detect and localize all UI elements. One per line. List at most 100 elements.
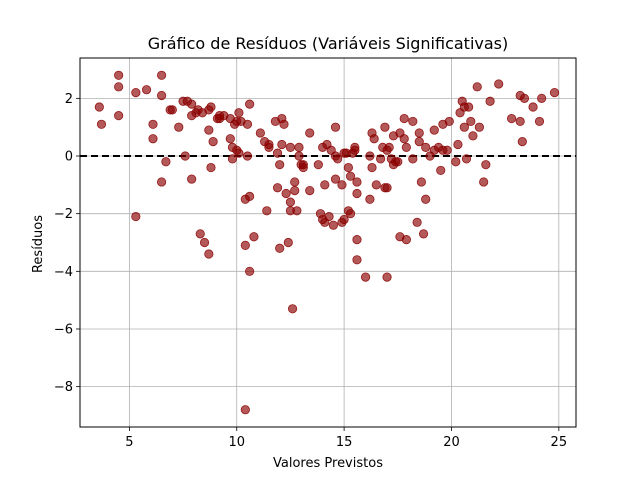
data-point: [148, 119, 158, 129]
data-point: [279, 119, 289, 129]
data-point: [408, 116, 418, 127]
data-point: [245, 99, 255, 109]
data-point: [272, 183, 283, 193]
data-point: [287, 304, 298, 314]
chart-title: Gráfico de Resíduos (Variáveis Significa…: [148, 34, 509, 53]
data-point: [418, 229, 429, 239]
data-point: [285, 197, 296, 207]
y-axis-ticks: −8 −6 −4 −2 0 2: [54, 92, 80, 395]
data-point: [515, 116, 525, 127]
data-point: [343, 162, 353, 173]
data-point: [206, 162, 216, 173]
data-point: [114, 111, 124, 121]
data-point: [384, 142, 394, 152]
data-point: [320, 180, 330, 190]
data-point: [382, 183, 392, 193]
x-tick-label: 20: [443, 435, 460, 450]
data-point: [459, 122, 469, 132]
data-point: [208, 137, 218, 147]
data-point: [225, 134, 235, 144]
data-points: [94, 70, 560, 415]
data-point: [242, 119, 253, 129]
data-point: [285, 142, 296, 152]
data-point: [294, 151, 304, 161]
data-point: [324, 211, 334, 222]
data-point: [148, 134, 158, 144]
data-point: [442, 145, 452, 155]
data-point: [352, 255, 362, 265]
data-point: [277, 139, 287, 150]
data-point: [245, 266, 255, 276]
data-point: [281, 188, 291, 199]
data-point: [227, 154, 238, 164]
data-point: [472, 82, 482, 92]
data-point: [96, 119, 107, 129]
data-point: [352, 188, 362, 199]
data-point: [161, 157, 171, 167]
data-point: [156, 90, 167, 101]
data-point: [249, 232, 259, 242]
data-point: [369, 134, 379, 144]
data-point: [313, 160, 323, 170]
data-point: [180, 151, 190, 161]
data-point: [444, 116, 454, 127]
x-axis-label: Valores Previstos: [273, 456, 383, 471]
data-point: [240, 405, 250, 415]
data-point: [156, 70, 167, 80]
data-point: [549, 87, 560, 98]
y-tick-label: −2: [54, 207, 73, 222]
data-point: [275, 160, 285, 170]
y-tick-label: 0: [65, 150, 73, 165]
data-point: [195, 229, 205, 239]
data-point: [131, 87, 141, 98]
data-point: [283, 237, 293, 248]
data-point: [240, 240, 250, 250]
data-point: [350, 145, 360, 155]
data-point: [466, 116, 476, 127]
data-point: [167, 105, 177, 115]
data-point: [290, 186, 300, 196]
data-point: [345, 171, 356, 181]
data-point: [264, 142, 274, 152]
data-point: [141, 85, 152, 95]
data-point: [534, 116, 545, 127]
data-point: [537, 93, 547, 103]
data-point: [414, 137, 424, 147]
y-tick-label: −4: [54, 265, 73, 280]
x-tick-label: 15: [336, 435, 353, 450]
data-point: [352, 235, 362, 245]
data-point: [330, 174, 341, 184]
data-point: [412, 217, 422, 227]
data-point: [333, 154, 343, 164]
data-point: [416, 177, 427, 187]
data-point: [114, 82, 124, 92]
data-point: [242, 151, 253, 161]
data-point: [485, 96, 495, 106]
data-point: [399, 134, 409, 144]
y-tick-label: −8: [54, 380, 73, 395]
data-point: [380, 122, 390, 132]
x-tick-label: 10: [228, 435, 245, 450]
data-point: [506, 113, 517, 124]
x-axis-ticks: 5 10 15 20 25: [125, 427, 567, 450]
data-point: [272, 148, 283, 158]
data-point: [337, 180, 347, 190]
data-point: [199, 237, 210, 248]
data-point: [382, 272, 392, 282]
data-point: [451, 157, 461, 167]
data-point: [328, 220, 338, 230]
data-point: [436, 165, 446, 176]
data-point: [292, 206, 302, 216]
data-point: [114, 70, 124, 80]
data-point: [204, 249, 214, 259]
data-point: [94, 102, 104, 112]
data-point: [429, 125, 439, 135]
data-point: [234, 148, 244, 158]
data-point: [275, 243, 285, 253]
data-point: [352, 177, 362, 187]
y-axis-label: Resíduos: [31, 215, 46, 273]
data-point: [414, 128, 424, 138]
data-point: [421, 194, 431, 204]
data-point: [245, 191, 255, 201]
data-point: [393, 157, 403, 167]
